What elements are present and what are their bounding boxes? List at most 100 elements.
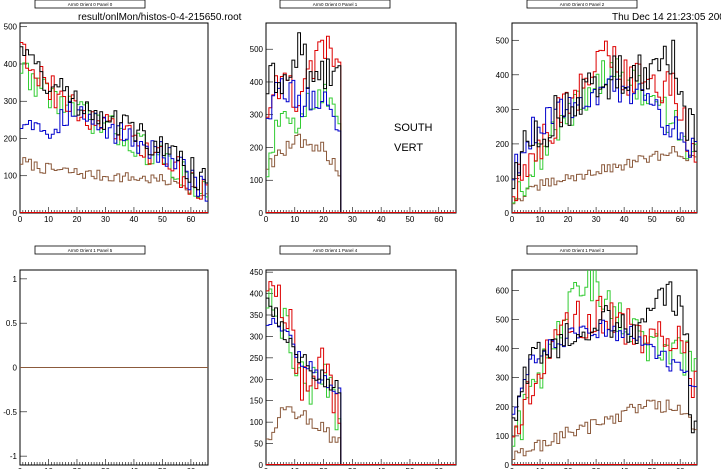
y-tick-label: 0	[505, 209, 510, 218]
x-tick-label: 40	[620, 215, 629, 224]
series-blue	[20, 100, 208, 202]
x-tick-label: 50	[405, 215, 414, 224]
y-tick-label: 0	[505, 461, 510, 469]
y-tick-label: 50	[254, 440, 263, 449]
y-tick-label: 100	[496, 174, 510, 183]
y-tick-label: 300	[250, 111, 264, 120]
y-tick-label: 100	[496, 432, 510, 441]
y-tick-label: 600	[496, 286, 510, 295]
x-tick-label: 40	[129, 467, 138, 469]
x-tick-label: 10	[44, 467, 53, 469]
x-tick-label: 50	[158, 215, 167, 224]
x-tick-label: 20	[319, 215, 328, 224]
series-group	[20, 42, 208, 202]
y-tick-label: 0.5	[6, 319, 18, 328]
x-tick-label: 10	[290, 467, 299, 469]
series-red	[266, 35, 342, 213]
y-tick-label: 400	[250, 290, 264, 299]
y-tick-label: 200	[4, 134, 18, 143]
series-brown	[266, 406, 342, 465]
x-tick-label: 50	[648, 467, 657, 469]
panel-annotation: SOUTH	[394, 122, 433, 134]
y-tick-label: 0	[259, 461, 264, 469]
y-tick-label: 100	[250, 418, 264, 427]
panel-title: Arm0 Orient 0 Panel 1	[313, 2, 358, 7]
x-tick-label: 50	[158, 467, 167, 469]
panel-annotation: VERT	[394, 142, 423, 154]
panel-title: Arm0 Orient 0 Panel 2	[560, 2, 605, 7]
series-black	[266, 297, 342, 465]
panel-title: Arm0 Orient 0 Panel 0	[68, 2, 113, 7]
y-tick-label: 0	[259, 209, 264, 218]
panel-title: Arm0 Orient 1 Panel 4	[313, 248, 358, 253]
x-tick-label: 0	[18, 215, 23, 224]
y-tick-label: 200	[250, 143, 264, 152]
histogram-panel-5: Arm0 Orient 1 Panel 30102030405060010020…	[496, 245, 698, 469]
x-tick-label: 10	[536, 467, 545, 469]
x-tick-label: 0	[264, 215, 269, 224]
y-tick-label: 100	[4, 172, 18, 181]
x-tick-label: 60	[186, 215, 195, 224]
y-tick-label: 450	[250, 268, 264, 277]
y-tick-label: 1	[13, 275, 18, 284]
panel-title-box	[34, 245, 146, 255]
x-tick-label: 20	[564, 215, 573, 224]
panel-title: Arm0 Orient 1 Panel 3	[560, 248, 605, 253]
y-tick-label: 0	[13, 364, 18, 373]
y-tick-label: 350	[250, 311, 264, 320]
y-tick-label: 200	[496, 140, 510, 149]
y-tick-label: 400	[496, 345, 510, 354]
y-tick-label: 400	[496, 71, 510, 80]
y-tick-label: 300	[250, 332, 264, 341]
x-tick-label: 30	[101, 467, 110, 469]
histogram-panel-4: Arm0 Orient 1 Panel 4 0 10 20 30 40 50 60 0 50 100…	[250, 245, 457, 469]
series-black	[266, 32, 342, 213]
y-tick-label: 500	[250, 45, 264, 54]
panel-title-box	[34, 0, 146, 9]
y-tick-label: 300	[4, 97, 18, 106]
y-tick-label: 500	[4, 23, 18, 32]
panel-title-box	[279, 0, 391, 9]
x-tick-label: 20	[564, 467, 573, 469]
x-tick-label: 40	[129, 215, 138, 224]
x-tick-label: 0	[264, 467, 269, 469]
y-tick-label: 250	[250, 354, 264, 363]
y-tick-label: 200	[496, 403, 510, 412]
series-red	[512, 40, 697, 202]
x-tick-label: 60	[434, 215, 443, 224]
histogram-panel-2: Arm0 Orient 0 Panel 2 0 10 20 30 40 50 60 0 100 20…	[496, 0, 698, 224]
x-tick-label: 40	[377, 215, 386, 224]
x-tick-label: 20	[319, 467, 328, 469]
x-tick-label: 0	[510, 467, 515, 469]
x-tick-label: 20	[73, 215, 82, 224]
root-file-label: result/onlMon/histos-0-4-215650.root	[78, 12, 242, 23]
y-tick-label: 150	[250, 397, 264, 406]
panel-title-box	[279, 245, 391, 255]
y-tick-label: 400	[250, 78, 264, 87]
series-brown	[512, 146, 697, 205]
y-tick-label: 500	[496, 36, 510, 45]
y-tick-label: 500	[496, 315, 510, 324]
series-brown	[20, 157, 208, 197]
x-tick-label: 50	[648, 215, 657, 224]
panel-title-box	[526, 245, 638, 255]
y-tick-label: -1	[10, 452, 18, 461]
x-tick-label: 60	[676, 467, 685, 469]
series-brown	[266, 133, 342, 213]
x-tick-label: 0	[510, 215, 515, 224]
series-black	[512, 39, 697, 190]
timestamp-label: Thu Dec 14 21:23:05 2006	[612, 12, 721, 23]
y-tick-label: -0.5	[3, 408, 17, 417]
series-group	[266, 281, 342, 465]
histogram-panel-3: Arm0 Orient 1 Panel 50102030405060-1-0.5…	[3, 245, 209, 469]
histogram-panel-0: Arm0 Orient 0 Panel 0 0 10 20 30 40 50 60 0 100 20…	[4, 0, 209, 224]
y-tick-label: 300	[496, 105, 510, 114]
x-tick-label: 0	[18, 467, 23, 469]
series-black	[20, 46, 208, 191]
series-group	[266, 32, 342, 213]
histogram-panel-1: Arm0 Orient 0 Panel 1 0 10 20 30 40 50 60 0 100 20…	[250, 0, 457, 224]
x-tick-label: 20	[73, 467, 82, 469]
x-tick-label: 30	[348, 215, 357, 224]
x-tick-label: 50	[405, 467, 414, 469]
